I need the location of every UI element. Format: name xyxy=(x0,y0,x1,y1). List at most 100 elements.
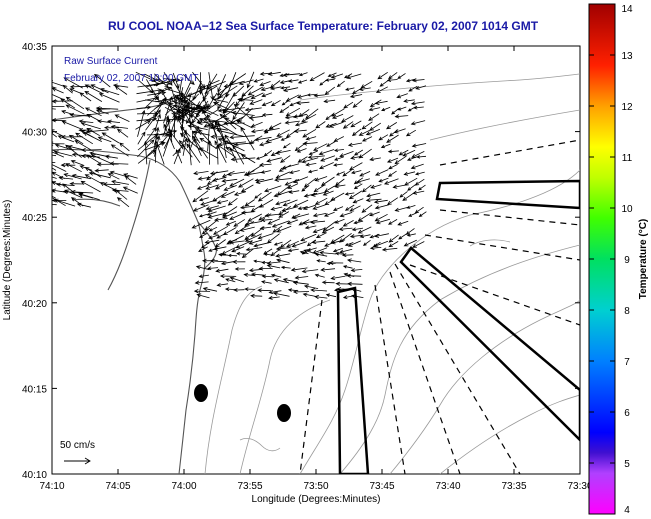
current-vector-arrow xyxy=(368,107,381,112)
current-vector-arrow xyxy=(386,122,398,130)
current-vector-arrow xyxy=(320,155,336,162)
current-vector-arrow xyxy=(253,78,264,83)
current-vector-arrow xyxy=(321,226,335,234)
current-vector-arrow xyxy=(233,219,246,227)
y-tick-label: 40:20 xyxy=(22,299,47,310)
colorbar-tick-label: 4 xyxy=(624,505,630,516)
current-vector-arrow xyxy=(326,141,336,147)
current-vector-arrow xyxy=(173,148,181,165)
current-vector-arrow xyxy=(75,132,94,145)
current-vector-arrow xyxy=(316,259,326,263)
current-vector-arrow xyxy=(386,134,399,143)
current-vector-arrow xyxy=(339,151,354,158)
current-vector-arrow xyxy=(283,87,299,93)
colorbar-tick-label: 13 xyxy=(621,51,633,62)
current-vector-arrow xyxy=(244,199,255,207)
current-vector-arrow xyxy=(383,178,399,185)
current-vector-arrow xyxy=(302,141,318,146)
colorbar-tick-label: 12 xyxy=(621,102,633,113)
current-vector-arrow xyxy=(261,92,273,98)
current-vector-arrow xyxy=(114,85,128,95)
current-vector-arrow xyxy=(397,220,409,226)
current-vector-arrow xyxy=(204,219,219,231)
current-vector-arrow xyxy=(275,199,291,206)
current-vector-arrow xyxy=(359,171,371,177)
current-vector-arrow xyxy=(248,239,263,245)
current-vector-arrow xyxy=(181,107,191,122)
current-vector-arrow xyxy=(302,204,317,210)
current-vector-arrow xyxy=(343,73,353,79)
current-vector-arrow xyxy=(70,189,94,195)
current-vector-arrow xyxy=(406,233,416,237)
colorbar-label: Temperature (°C) xyxy=(638,219,649,300)
current-vector-arrow xyxy=(234,267,245,271)
current-vector-arrow xyxy=(162,132,173,157)
current-vector-arrow xyxy=(78,192,100,201)
current-vector-arrow xyxy=(279,106,290,114)
current-vector-arrow xyxy=(52,176,57,179)
station-marker xyxy=(194,384,208,402)
current-vector-arrow xyxy=(335,251,345,256)
current-vector-arrow xyxy=(307,155,325,160)
current-vector-arrow xyxy=(165,97,183,116)
current-vector-arrow xyxy=(351,170,362,175)
current-vector-arrow xyxy=(247,86,264,96)
current-vector-arrow xyxy=(321,280,335,285)
current-vector-arrow xyxy=(257,233,274,240)
current-vector-arrow xyxy=(206,81,226,90)
dashed-line xyxy=(409,264,580,326)
current-vector-arrow xyxy=(358,129,371,136)
coastline-path xyxy=(52,148,206,474)
current-vector-arrow xyxy=(219,273,237,279)
current-vector-arrow xyxy=(52,191,55,193)
current-vector-arrow xyxy=(214,183,226,190)
current-vector-arrow xyxy=(270,273,282,278)
current-vector-arrow xyxy=(136,117,158,122)
current-vector-arrow xyxy=(147,140,164,156)
current-vector-arrow xyxy=(122,186,138,194)
current-vector-arrow xyxy=(207,92,218,109)
current-vector-arrow xyxy=(297,206,308,210)
current-vector-arrow xyxy=(343,101,354,109)
colorbar-tick-label: 5 xyxy=(624,459,630,470)
current-vector-arrow xyxy=(233,288,245,292)
current-vector-arrow xyxy=(388,234,399,243)
current-vector-arrow xyxy=(332,247,343,253)
current-vector-arrow xyxy=(402,149,416,157)
current-vector-arrow xyxy=(163,123,175,150)
current-vector-arrow xyxy=(412,190,425,195)
current-vector-arrow xyxy=(198,104,211,122)
current-vector-arrow xyxy=(232,144,245,165)
current-vector-arrow xyxy=(410,163,424,170)
current-vector-arrow xyxy=(292,289,310,294)
current-vector-arrow xyxy=(407,184,416,191)
current-vector-arrow xyxy=(261,280,272,284)
current-vector-arrow xyxy=(214,140,227,163)
current-vector-arrow xyxy=(67,145,83,150)
current-vector-arrow xyxy=(281,163,300,170)
current-vector-arrow xyxy=(249,99,263,105)
current-vector-arrow xyxy=(338,226,353,232)
current-vector-arrow xyxy=(52,195,56,199)
current-vector-arrow xyxy=(240,126,255,151)
current-vector-arrow xyxy=(278,164,292,172)
current-vector-arrow xyxy=(362,239,371,246)
current-vector-arrow xyxy=(84,84,103,94)
current-vector-arrow xyxy=(198,197,209,202)
current-vector-arrow xyxy=(241,248,254,259)
current-vector-arrow xyxy=(378,177,389,183)
current-vector-arrow xyxy=(207,266,219,271)
current-vector-arrow xyxy=(84,107,102,117)
current-vector-arrow xyxy=(268,295,280,300)
current-vector-arrow xyxy=(294,121,308,127)
current-vector-arrow xyxy=(216,200,229,205)
current-vector-arrow xyxy=(192,190,209,203)
current-vector-arrow xyxy=(359,234,371,239)
current-vector-arrow xyxy=(386,78,398,82)
current-vector-arrow xyxy=(65,163,82,173)
current-vector-arrow xyxy=(212,101,228,110)
current-vector-arrow xyxy=(336,80,345,88)
current-vector-arrow xyxy=(239,205,256,210)
current-vector-arrow xyxy=(412,241,425,248)
